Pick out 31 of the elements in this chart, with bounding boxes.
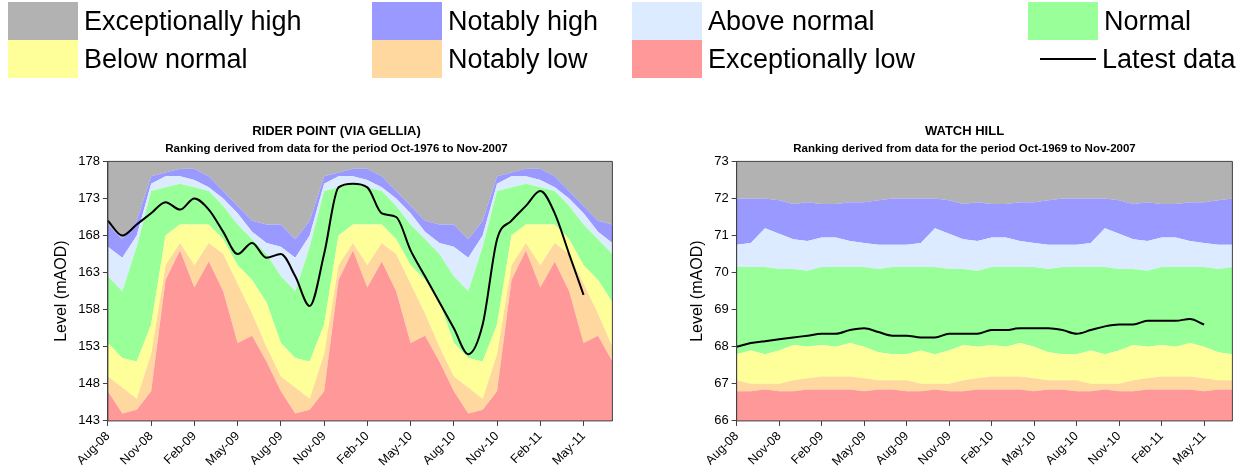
- y-tick-label: 71: [714, 227, 729, 243]
- legend-label: Notably low: [448, 43, 588, 75]
- y-tick-label: 143: [78, 412, 100, 428]
- y-tick-label: 66: [714, 412, 729, 428]
- chart-title: WATCH HILL: [924, 123, 1005, 139]
- y-tick-label: 173: [78, 190, 100, 206]
- legend-label: Latest data: [1102, 43, 1236, 75]
- y-tick-label: 72: [714, 190, 729, 206]
- y-tick-label: 168: [78, 227, 100, 243]
- y-tick-label: 67: [714, 375, 729, 391]
- y-tick-label: 69: [714, 301, 729, 317]
- legend-label: Exceptionally high: [84, 5, 302, 37]
- legend-label: Normal: [1104, 5, 1192, 37]
- y-tick-label: 158: [78, 301, 100, 317]
- legend-label: Exceptionally low: [708, 43, 916, 75]
- y-tick-label: 163: [78, 264, 100, 280]
- y-tick-label: 73: [714, 152, 729, 168]
- line-series: [735, 317, 1206, 348]
- y-axis-title: Level (mAOD): [688, 240, 706, 342]
- chart-subtitle: Ranking derived from data for the period Oct-1976 to Nov-2007: [165, 141, 508, 154]
- legend-label: Below normal: [84, 43, 248, 75]
- y-tick-label: 178: [78, 152, 100, 168]
- legend-label: Notably high: [448, 5, 599, 37]
- chart-title: RIDER POINT (VIA GELLIA): [252, 123, 421, 139]
- y-tick-label: 68: [714, 338, 729, 354]
- y-axis-title: Level (mAOD): [52, 240, 70, 342]
- legend-label: Above normal: [708, 5, 875, 37]
- y-tick-label: 153: [78, 338, 100, 354]
- y-tick-label: 148: [78, 375, 100, 391]
- chart-subtitle: Ranking derived from data for the period Oct-1969 to Nov-2007: [793, 141, 1136, 154]
- y-tick-label: 70: [714, 264, 729, 280]
